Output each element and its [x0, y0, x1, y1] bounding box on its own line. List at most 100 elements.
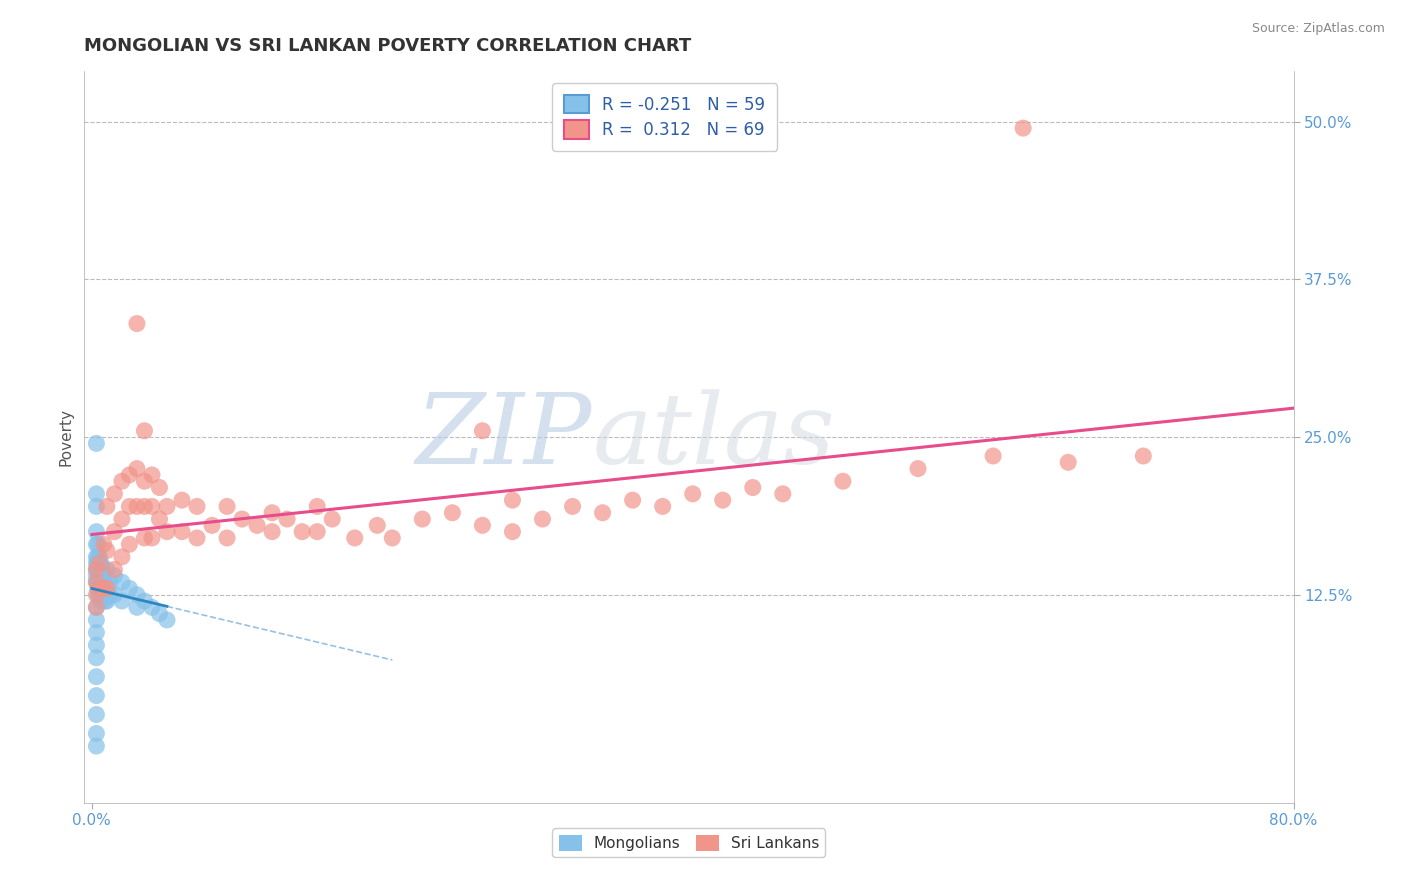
- Point: [186, 531, 208, 545]
- Point: [118, 500, 141, 514]
- Point: [86, 707, 108, 722]
- Point: [90, 594, 112, 608]
- Point: [592, 506, 614, 520]
- Point: [291, 524, 314, 539]
- Point: [307, 524, 329, 539]
- Point: [96, 582, 118, 596]
- Point: [471, 518, 494, 533]
- Point: [86, 524, 108, 539]
- Point: [96, 594, 118, 608]
- Point: [262, 524, 284, 539]
- Point: [89, 556, 111, 570]
- Point: [86, 575, 108, 590]
- Point: [1132, 449, 1154, 463]
- Point: [907, 461, 929, 475]
- Point: [86, 739, 108, 753]
- Point: [141, 531, 163, 545]
- Legend: Mongolians, Sri Lankans: Mongolians, Sri Lankans: [553, 829, 825, 857]
- Point: [772, 487, 794, 501]
- Point: [89, 582, 111, 596]
- Point: [87, 588, 110, 602]
- Point: [86, 500, 108, 514]
- Point: [86, 569, 108, 583]
- Point: [103, 524, 125, 539]
- Point: [651, 500, 673, 514]
- Point: [87, 582, 110, 596]
- Point: [86, 613, 108, 627]
- Point: [86, 436, 108, 450]
- Point: [87, 556, 110, 570]
- Point: [86, 537, 108, 551]
- Point: [93, 537, 115, 551]
- Point: [98, 575, 121, 590]
- Point: [307, 500, 329, 514]
- Point: [134, 474, 156, 488]
- Point: [86, 670, 108, 684]
- Point: [90, 569, 112, 583]
- Text: MONGOLIAN VS SRI LANKAN POVERTY CORRELATION CHART: MONGOLIAN VS SRI LANKAN POVERTY CORRELAT…: [84, 37, 692, 54]
- Point: [86, 726, 108, 740]
- Point: [682, 487, 704, 501]
- Point: [501, 524, 523, 539]
- Point: [86, 600, 108, 615]
- Point: [366, 518, 388, 533]
- Point: [118, 537, 141, 551]
- Point: [156, 524, 179, 539]
- Point: [118, 582, 141, 596]
- Point: [141, 500, 163, 514]
- Point: [201, 518, 224, 533]
- Point: [103, 562, 125, 576]
- Point: [471, 424, 494, 438]
- Point: [156, 500, 179, 514]
- Point: [215, 531, 238, 545]
- Point: [134, 531, 156, 545]
- Text: atlas: atlas: [592, 390, 835, 484]
- Point: [170, 493, 193, 508]
- Point: [86, 625, 108, 640]
- Point: [1057, 455, 1080, 469]
- Point: [148, 481, 170, 495]
- Y-axis label: Poverty: Poverty: [58, 408, 73, 467]
- Point: [411, 512, 433, 526]
- Point: [141, 600, 163, 615]
- Point: [86, 638, 108, 652]
- Point: [381, 531, 404, 545]
- Point: [148, 607, 170, 621]
- Point: [981, 449, 1004, 463]
- Point: [98, 588, 121, 602]
- Point: [231, 512, 253, 526]
- Point: [93, 588, 115, 602]
- Point: [103, 569, 125, 583]
- Point: [134, 594, 156, 608]
- Point: [118, 467, 141, 482]
- Point: [89, 549, 111, 564]
- Point: [96, 582, 118, 596]
- Point: [87, 549, 110, 564]
- Point: [125, 588, 148, 602]
- Point: [86, 689, 108, 703]
- Point: [90, 556, 112, 570]
- Point: [111, 512, 134, 526]
- Point: [86, 600, 108, 615]
- Point: [87, 562, 110, 576]
- Point: [89, 569, 111, 583]
- Point: [86, 575, 108, 590]
- Point: [711, 493, 734, 508]
- Point: [186, 500, 208, 514]
- Point: [125, 500, 148, 514]
- Point: [621, 493, 644, 508]
- Point: [276, 512, 298, 526]
- Point: [87, 537, 110, 551]
- Point: [111, 575, 134, 590]
- Text: Source: ZipAtlas.com: Source: ZipAtlas.com: [1251, 22, 1385, 36]
- Point: [89, 556, 111, 570]
- Point: [90, 582, 112, 596]
- Point: [501, 493, 523, 508]
- Point: [170, 524, 193, 539]
- Point: [148, 512, 170, 526]
- Point: [441, 506, 464, 520]
- Point: [832, 474, 855, 488]
- Point: [93, 582, 115, 596]
- Point: [86, 562, 108, 576]
- Point: [141, 467, 163, 482]
